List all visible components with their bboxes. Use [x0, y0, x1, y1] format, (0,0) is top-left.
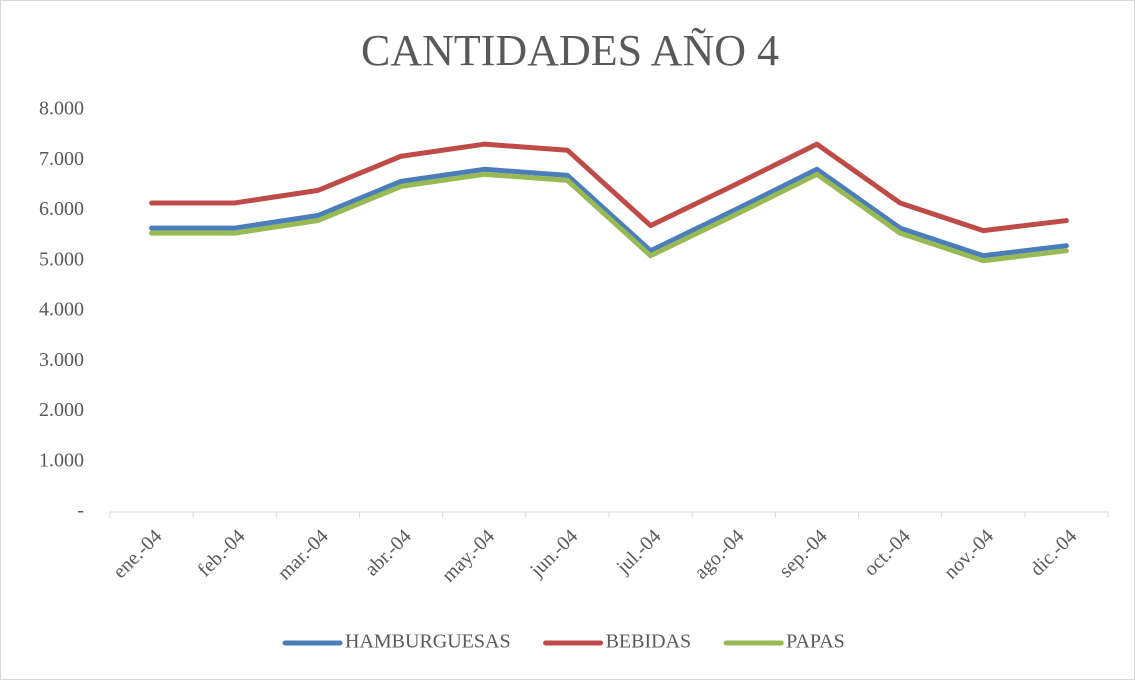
legend-label: HAMBURGUESAS [345, 631, 511, 653]
y-tick-label: 8.000 [39, 98, 84, 120]
series-line [149, 166, 1069, 259]
y-tick-label: 6.000 [39, 198, 84, 220]
legend-label: PAPAS [786, 631, 845, 653]
legend-label: BEBIDAS [606, 631, 692, 653]
y-tick-label: 4.000 [39, 299, 84, 321]
y-tick-label: 5.000 [39, 248, 84, 270]
y-tick-label: 2.000 [39, 399, 84, 421]
y-tick-label: 1.000 [39, 449, 84, 471]
y-tick-label: - [77, 500, 84, 522]
series-line [149, 141, 1069, 234]
y-tick-label: 7.000 [39, 148, 84, 170]
y-tick-label: 3.000 [39, 349, 84, 371]
series-line [149, 171, 1069, 264]
chart-title: CANTIDADES AÑO 4 [361, 26, 779, 75]
